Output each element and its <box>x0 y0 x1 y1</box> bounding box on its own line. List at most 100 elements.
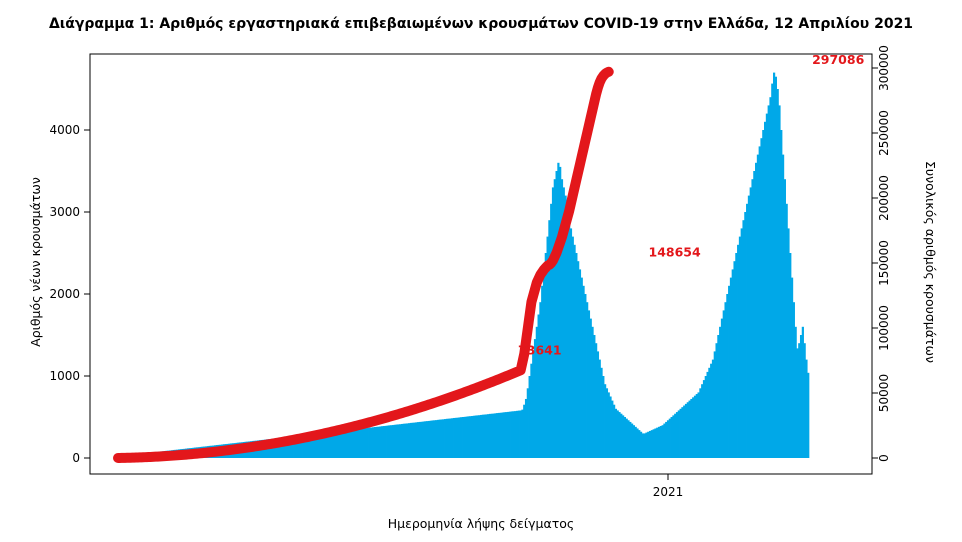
daily-bar <box>465 416 468 458</box>
daily-bar <box>546 236 549 458</box>
daily-bar <box>803 343 806 458</box>
daily-bar <box>744 212 747 458</box>
daily-bar <box>661 425 664 458</box>
daily-bar <box>765 113 769 458</box>
daily-bar <box>530 363 533 458</box>
daily-bar <box>548 220 551 458</box>
daily-bar <box>584 294 587 458</box>
daily-bar <box>348 429 351 458</box>
daily-bar <box>636 428 639 458</box>
daily-bar <box>422 421 425 458</box>
daily-bar <box>497 412 501 458</box>
daily-bar <box>424 421 427 458</box>
daily-bar <box>616 410 619 458</box>
daily-bar <box>519 410 522 458</box>
daily-bar <box>746 203 749 458</box>
daily-bar <box>481 414 484 458</box>
daily-bar <box>799 335 803 458</box>
daily-bar <box>783 179 786 458</box>
daily-bar <box>487 414 490 458</box>
daily-bar <box>314 433 317 458</box>
daily-bar <box>503 412 506 458</box>
daily-bar <box>767 105 770 459</box>
daily-bar <box>792 302 795 458</box>
daily-bar <box>478 415 481 458</box>
daily-bar <box>778 105 781 459</box>
daily-bar <box>355 429 359 458</box>
right-tick-label: 100000 <box>877 305 891 351</box>
daily-bar <box>397 424 400 458</box>
daily-bar <box>638 430 641 458</box>
daily-bar <box>368 427 371 458</box>
line-layer <box>113 66 614 463</box>
daily-bar <box>375 426 378 458</box>
daily-bar <box>740 228 743 458</box>
daily-bar <box>523 404 526 458</box>
daily-bar <box>415 422 418 458</box>
daily-bar <box>472 415 476 458</box>
daily-bar <box>575 253 578 458</box>
daily-bar <box>578 269 582 458</box>
daily-bar <box>458 417 461 458</box>
daily-bar <box>551 187 555 458</box>
right-axis: Συνολικός αριθμός κρουσμάτων 0 50000 10000… <box>871 45 938 462</box>
daily-bar <box>758 146 761 458</box>
cumulative-line <box>113 66 614 463</box>
daily-bar <box>471 416 474 458</box>
daily-bar <box>377 426 380 458</box>
daily-bar <box>738 236 742 458</box>
daily-bar <box>801 326 804 458</box>
daily-bar <box>294 436 298 458</box>
daily-bar <box>442 419 445 458</box>
daily-bar <box>276 438 280 458</box>
daily-bar <box>532 351 535 458</box>
daily-bar <box>753 171 756 458</box>
daily-bar <box>634 426 637 458</box>
daily-bar <box>456 417 459 458</box>
daily-bar <box>701 384 704 458</box>
daily-bar <box>302 435 305 458</box>
daily-bar <box>406 423 409 458</box>
daily-bar <box>586 302 589 458</box>
right-tick-label: 250000 <box>877 110 891 156</box>
daily-bar <box>320 433 323 458</box>
daily-bar <box>275 438 278 458</box>
left-tick-label: 2000 <box>49 287 80 301</box>
bottom-axis: 2021 Ημερομηνία λήψης δείγματος <box>90 473 872 531</box>
daily-bar <box>580 277 583 458</box>
daily-bar <box>639 431 643 458</box>
daily-bar <box>724 302 727 458</box>
cumulative-callout: 73641 <box>518 342 562 357</box>
daily-bar <box>566 203 569 458</box>
daily-bar <box>733 261 736 458</box>
daily-bar <box>627 420 630 458</box>
daily-bar <box>695 394 698 458</box>
daily-bar <box>749 187 752 458</box>
daily-bar <box>440 419 443 458</box>
daily-bar <box>298 435 301 458</box>
daily-bar <box>413 422 416 458</box>
daily-bar <box>557 162 560 459</box>
daily-bar <box>593 335 596 458</box>
daily-bar <box>329 432 332 458</box>
daily-bar <box>476 415 479 458</box>
daily-bar <box>312 434 316 458</box>
daily-bar <box>287 436 290 458</box>
daily-bar <box>454 417 458 458</box>
daily-bar <box>350 429 353 458</box>
daily-bar <box>683 405 686 458</box>
daily-bar <box>764 121 767 459</box>
daily-bar <box>729 277 733 458</box>
daily-bar <box>393 424 396 458</box>
daily-bar <box>539 302 542 458</box>
daily-bar <box>641 433 644 458</box>
daily-bar <box>607 392 610 458</box>
daily-bar <box>598 359 601 458</box>
daily-bar <box>309 434 312 458</box>
daily-bar <box>760 138 763 458</box>
daily-bar <box>544 253 547 458</box>
daily-bar <box>291 436 294 458</box>
daily-bar <box>717 335 720 458</box>
left-tick-label: 1000 <box>49 369 80 383</box>
daily-bar <box>726 294 729 458</box>
